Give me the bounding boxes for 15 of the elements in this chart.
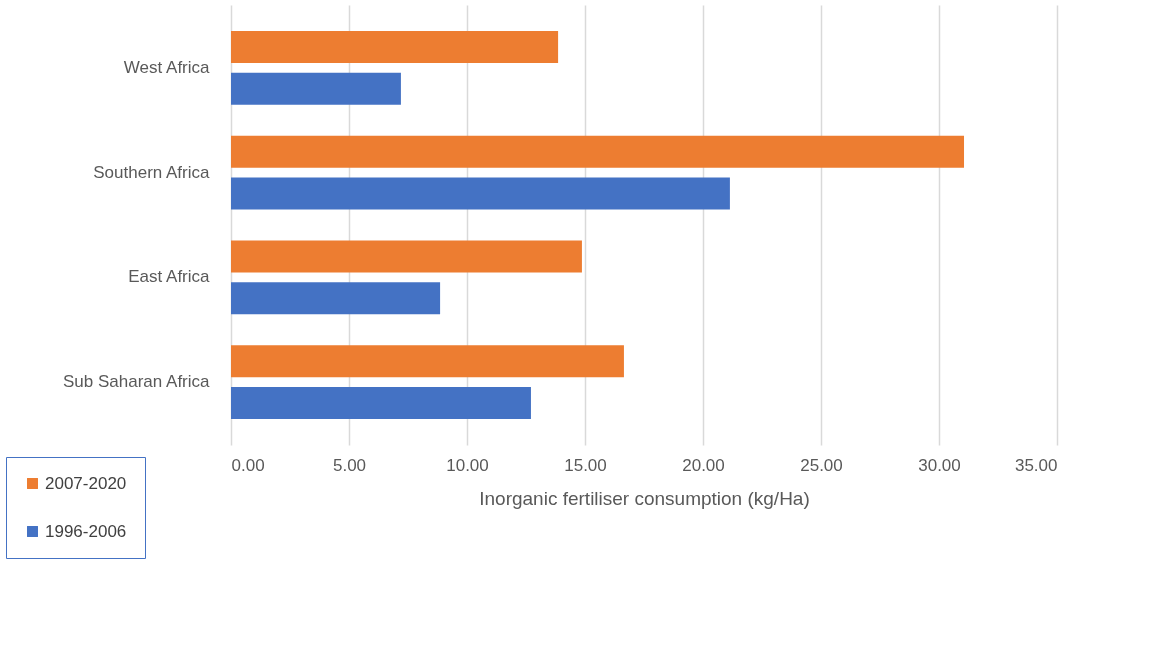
- y-tick-label: Southern Africa: [93, 162, 211, 182]
- legend-label: 2007-2020: [45, 473, 127, 493]
- y-tick-label: West Africa: [123, 57, 211, 77]
- legend-label: 1996-2006: [45, 521, 127, 541]
- x-axis-title: Inorganic fertiliser consumption (kg/Ha): [479, 487, 810, 509]
- x-tick-label: 20.00: [682, 455, 725, 475]
- x-tick-label: 15.00: [564, 455, 607, 475]
- x-tick-label: 30.00: [918, 455, 961, 475]
- x-tick-label: 35.00: [1014, 455, 1058, 475]
- x-tick-label: 25.00: [800, 455, 843, 475]
- y-tick-label: Sub Saharan Africa: [63, 372, 211, 392]
- x-tick-label: 5.00: [332, 455, 367, 475]
- y-tick-label: East Africa: [128, 267, 211, 287]
- x-tick-label: 0.00: [231, 455, 265, 475]
- x-tick-label: 10.00: [446, 455, 489, 475]
